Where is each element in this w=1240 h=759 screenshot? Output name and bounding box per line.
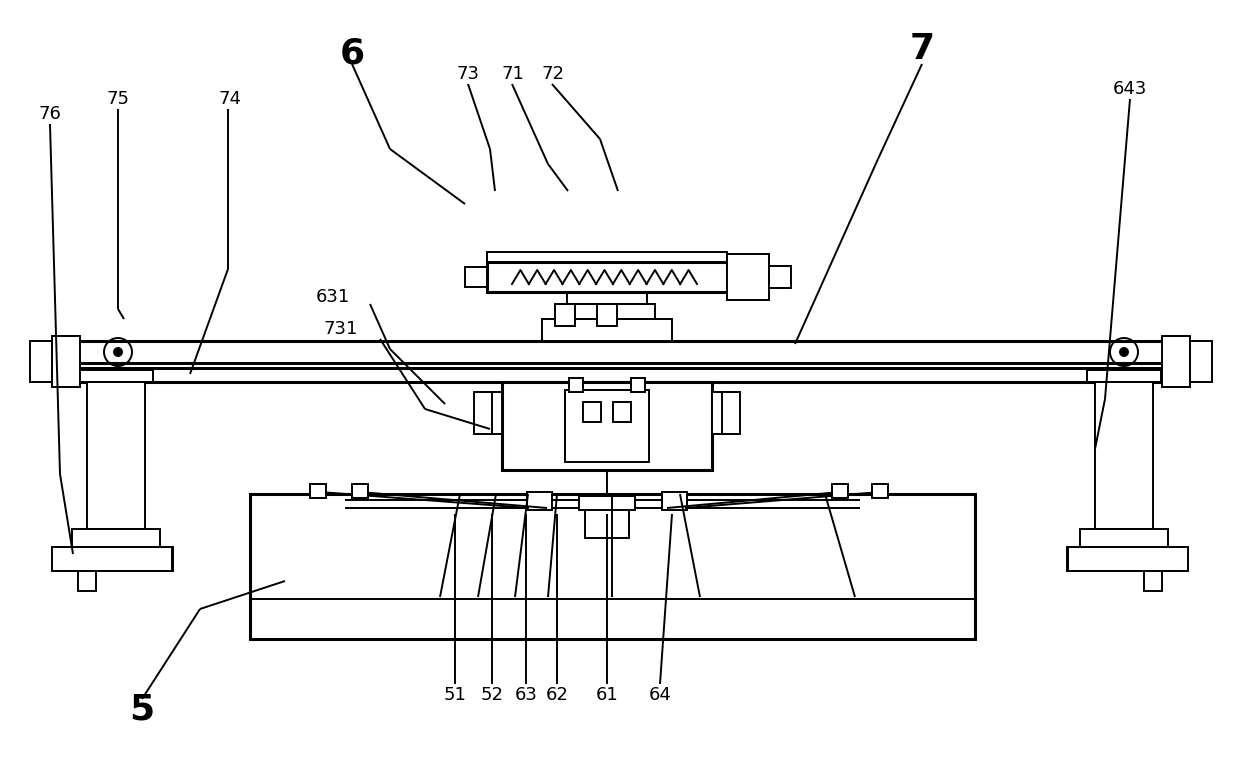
Bar <box>569 378 583 392</box>
Bar <box>1162 336 1190 387</box>
Bar <box>712 392 730 434</box>
Bar <box>487 252 727 262</box>
Bar <box>556 304 575 326</box>
Bar <box>474 392 492 434</box>
Polygon shape <box>593 510 621 532</box>
Bar <box>585 500 629 538</box>
Bar <box>527 492 552 510</box>
Bar <box>631 378 645 392</box>
Bar <box>52 336 81 387</box>
Text: 63: 63 <box>515 686 537 704</box>
Bar <box>352 484 368 498</box>
Text: 631: 631 <box>316 288 350 306</box>
Text: 74: 74 <box>218 90 242 108</box>
Bar <box>583 402 601 422</box>
Bar <box>1095 382 1153 529</box>
Bar <box>1145 571 1162 591</box>
Bar <box>79 370 153 382</box>
Bar <box>613 402 631 422</box>
Text: 72: 72 <box>542 65 564 83</box>
Bar <box>310 484 326 498</box>
Bar <box>1087 370 1161 382</box>
Text: 62: 62 <box>546 686 568 704</box>
Circle shape <box>114 348 122 356</box>
Text: 75: 75 <box>107 90 129 108</box>
Text: 52: 52 <box>481 686 503 704</box>
Text: 5: 5 <box>129 692 155 726</box>
Bar <box>502 382 712 470</box>
Bar <box>87 382 145 529</box>
Text: 76: 76 <box>38 105 62 123</box>
Bar <box>52 547 172 571</box>
Bar <box>662 492 687 510</box>
Bar <box>542 319 672 341</box>
Bar <box>30 341 52 382</box>
Text: 731: 731 <box>324 320 358 338</box>
Bar <box>72 529 160 547</box>
Bar <box>727 254 769 300</box>
Text: 71: 71 <box>501 65 525 83</box>
Bar <box>465 267 487 287</box>
Text: 64: 64 <box>649 686 671 704</box>
Text: 73: 73 <box>456 65 480 83</box>
Bar <box>1066 547 1180 571</box>
Text: 7: 7 <box>909 32 935 66</box>
Text: 51: 51 <box>444 686 466 704</box>
Text: 6: 6 <box>340 37 365 71</box>
Bar <box>832 484 848 498</box>
Bar <box>579 496 635 510</box>
Bar <box>596 304 618 326</box>
Bar <box>60 547 174 571</box>
Bar <box>484 392 502 434</box>
Bar <box>487 262 727 292</box>
Bar <box>559 304 655 319</box>
Bar <box>1080 529 1168 547</box>
Bar <box>722 392 740 434</box>
Bar <box>1068 547 1188 571</box>
Bar <box>250 494 975 639</box>
Bar <box>1190 341 1211 382</box>
Bar <box>567 292 647 304</box>
Text: 643: 643 <box>1112 80 1147 98</box>
Circle shape <box>1120 348 1128 356</box>
Bar <box>78 571 95 591</box>
Text: 61: 61 <box>595 686 619 704</box>
Bar <box>769 266 791 288</box>
Bar <box>565 390 649 462</box>
Bar <box>872 484 888 498</box>
